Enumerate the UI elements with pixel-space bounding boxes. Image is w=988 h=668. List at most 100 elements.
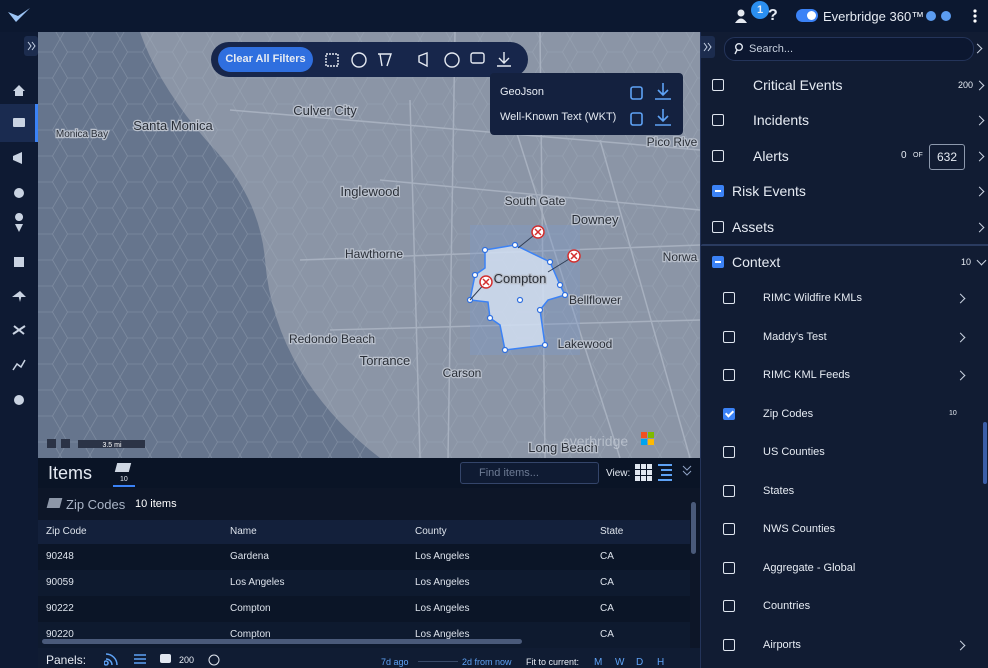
export-option[interactable]: GeoJson <box>500 86 545 98</box>
nav-home[interactable] <box>13 85 25 96</box>
fit-option[interactable]: D <box>636 657 644 668</box>
layer-label[interactable]: Airports <box>763 638 801 651</box>
layer-label[interactable]: Assets <box>732 219 775 235</box>
map-place-label: Lakewood <box>558 337 613 351</box>
export-menu: GeoJson Well-Known Text (WKT) <box>490 73 683 135</box>
product-name: Everbridge 360™ <box>823 9 925 24</box>
layer-search[interactable]: Search... <box>724 37 974 61</box>
collapse-chevron[interactable] <box>976 255 987 266</box>
fit-option[interactable]: M <box>594 657 603 668</box>
layer-label[interactable]: Countries <box>763 600 811 612</box>
layer-checkbox[interactable] <box>712 114 724 126</box>
layer-label[interactable]: Zip Codes <box>763 407 814 420</box>
table-row[interactable] <box>38 622 690 649</box>
layer-checkbox[interactable] <box>723 446 735 458</box>
timeline-start[interactable]: 7d ago <box>381 657 409 667</box>
layer-count: 10 <box>961 257 972 267</box>
search-placeholder: Find items... <box>479 467 539 479</box>
nav-travel[interactable] <box>12 291 26 302</box>
table-row[interactable] <box>38 570 690 597</box>
table-row[interactable] <box>38 596 690 623</box>
layer-checkbox[interactable] <box>723 561 735 574</box>
help-button[interactable]: ? <box>768 7 778 24</box>
export-actions[interactable] <box>628 81 678 131</box>
map-place-label: Redondo Beach <box>289 332 375 346</box>
menu-button[interactable] <box>972 8 978 24</box>
layer-checkbox[interactable] <box>723 523 735 535</box>
user-icon[interactable] <box>734 8 748 24</box>
table-header-cell: Zip Code <box>46 526 87 537</box>
layer-checkbox[interactable] <box>712 221 724 233</box>
toolbar-icons[interactable] <box>323 50 523 70</box>
items-search[interactable]: Find items... <box>460 462 599 484</box>
layer-checkbox[interactable] <box>723 407 735 420</box>
nav-settings[interactable] <box>14 395 24 405</box>
fit-option[interactable]: W <box>615 657 625 668</box>
table-header-cell: County <box>415 526 447 537</box>
layer-label[interactable]: Maddy's Test <box>763 330 827 343</box>
layer-checkbox[interactable] <box>712 79 724 91</box>
left-nav <box>0 32 38 668</box>
chevron[interactable] <box>955 293 966 304</box>
chevron[interactable] <box>974 80 985 91</box>
product-icons[interactable] <box>926 10 954 22</box>
toggle[interactable] <box>796 9 818 22</box>
chevron[interactable] <box>974 115 985 126</box>
table-cell: Los Angeles <box>230 577 285 588</box>
layer-label[interactable]: Aggregate - Global <box>763 561 856 574</box>
layer-checkbox[interactable] <box>712 185 724 197</box>
table-row[interactable] <box>38 544 690 571</box>
view-toggle[interactable] <box>635 464 700 484</box>
chevron[interactable] <box>974 151 985 162</box>
layer-checkbox[interactable] <box>723 484 735 497</box>
layer-label[interactable]: Critical Events <box>753 77 843 93</box>
layer-checkbox[interactable] <box>723 638 735 651</box>
chevron[interactable] <box>955 332 966 342</box>
layer-label[interactable]: Context <box>732 254 781 270</box>
alert-count: 0 <box>901 150 907 161</box>
items-badge: 10 <box>120 476 128 483</box>
clear-filters-button[interactable]: Clear All Filters <box>218 47 313 72</box>
layer-checkbox[interactable] <box>712 150 724 162</box>
table-cell: CA <box>600 629 614 640</box>
map-toolbar: Clear All Filters <box>211 42 528 77</box>
table-cell: Los Angeles <box>415 629 470 640</box>
layer-label[interactable]: RIMC Wildfire KMLs <box>763 292 863 304</box>
timeline-end[interactable]: 2d from now <box>462 657 512 667</box>
layer-checkbox[interactable] <box>723 330 735 343</box>
table-cell: Los Angeles <box>415 603 470 614</box>
table-cell: CA <box>600 577 614 588</box>
vertex-delete[interactable] <box>479 225 581 289</box>
layer-label[interactable]: Alerts <box>753 148 789 164</box>
layer-checkbox[interactable] <box>723 369 735 381</box>
table-cell: Compton <box>230 629 271 640</box>
layer-label[interactable]: Risk Events <box>732 183 806 199</box>
layer-label[interactable]: States <box>763 484 795 497</box>
nav-analytics[interactable] <box>12 359 26 371</box>
map-place-label: Pico Rive <box>647 135 698 149</box>
nav-tools[interactable] <box>12 325 26 335</box>
fit-option[interactable]: H <box>657 657 665 668</box>
selected-polygon[interactable] <box>469 244 567 351</box>
chevron[interactable] <box>955 640 966 650</box>
chevron[interactable] <box>974 222 985 233</box>
nav-location[interactable] <box>15 213 24 232</box>
nav-reports[interactable] <box>14 257 24 267</box>
layer-checkbox[interactable] <box>723 292 735 304</box>
layer-checkbox[interactable] <box>723 600 735 612</box>
map-place-label: Bellflower <box>569 293 621 307</box>
layer-label[interactable]: RIMC KML Feeds <box>763 369 851 381</box>
panel-icons[interactable] <box>104 653 224 667</box>
layer-label[interactable]: US Counties <box>763 446 825 458</box>
table-header-cell: Name <box>230 526 257 537</box>
nav-broadcast[interactable] <box>13 152 22 164</box>
export-option[interactable]: Well-Known Text (WKT) <box>500 111 617 123</box>
layer-label[interactable]: NWS Counties <box>763 523 836 535</box>
layer-checkbox[interactable] <box>712 256 724 268</box>
nav-map[interactable] <box>13 118 25 127</box>
map-place-label: Downey <box>572 212 619 227</box>
chevron[interactable] <box>974 186 985 197</box>
layer-label[interactable]: Incidents <box>753 112 810 128</box>
chevron[interactable] <box>955 370 966 381</box>
nav-alerts[interactable] <box>14 188 24 198</box>
